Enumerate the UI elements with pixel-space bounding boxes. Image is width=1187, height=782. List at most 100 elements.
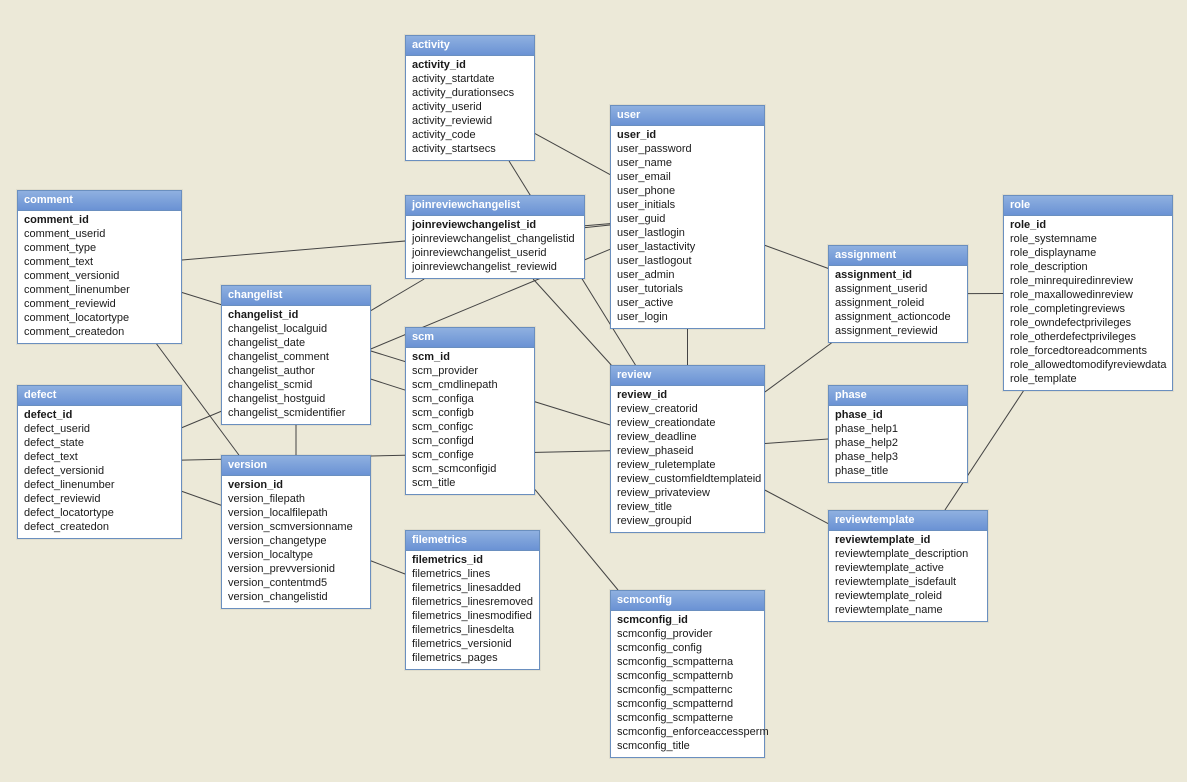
edge — [182, 491, 221, 505]
field: assignment_roleid — [835, 296, 961, 310]
field: role_systemname — [1010, 232, 1166, 246]
table-title: defect — [18, 386, 181, 406]
field: assignment_id — [835, 268, 961, 282]
field: review_ruletemplate — [617, 458, 758, 472]
field: filemetrics_lines — [412, 567, 533, 581]
field: user_id — [617, 128, 758, 142]
table-filemetrics[interactable]: filemetricsfilemetrics_idfilemetrics_lin… — [405, 530, 540, 670]
edge — [533, 279, 611, 365]
field: filemetrics_linesdelta — [412, 623, 533, 637]
edge — [535, 134, 610, 175]
field-list: assignment_idassignment_useridassignment… — [829, 266, 967, 342]
table-user[interactable]: useruser_iduser_passworduser_nameuser_em… — [610, 105, 765, 329]
table-title: scm — [406, 328, 534, 348]
field: filemetrics_id — [412, 553, 533, 567]
table-version[interactable]: versionversion_idversion_filepathversion… — [221, 455, 371, 609]
field: scmconfig_scmpatterne — [617, 711, 758, 725]
field: scmconfig_scmpatternb — [617, 669, 758, 683]
field: review_customfieldtemplateid — [617, 472, 758, 486]
field: user_tutorials — [617, 282, 758, 296]
table-defect[interactable]: defectdefect_iddefect_useriddefect_state… — [17, 385, 182, 539]
table-title: phase — [829, 386, 967, 406]
field: role_completingreviews — [1010, 302, 1166, 316]
field: phase_id — [835, 408, 961, 422]
field: review_phaseid — [617, 444, 758, 458]
field: defect_text — [24, 450, 175, 464]
field: defect_reviewid — [24, 492, 175, 506]
field-list: comment_idcomment_useridcomment_typecomm… — [18, 211, 181, 343]
field: joinreviewchangelist_id — [412, 218, 578, 232]
field: scmconfig_title — [617, 739, 758, 753]
table-changelist[interactable]: changelistchangelist_idchangelist_localg… — [221, 285, 371, 425]
field-list: changelist_idchangelist_localguidchangel… — [222, 306, 370, 424]
field: changelist_id — [228, 308, 364, 322]
field: review_creationdate — [617, 416, 758, 430]
table-scmconfig[interactable]: scmconfigscmconfig_idscmconfig_providers… — [610, 590, 765, 758]
field: activity_durationsecs — [412, 86, 528, 100]
field: version_changelistid — [228, 590, 364, 604]
table-role[interactable]: rolerole_idrole_systemnamerole_displayna… — [1003, 195, 1173, 391]
field: filemetrics_linesadded — [412, 581, 533, 595]
field: reviewtemplate_description — [835, 547, 981, 561]
field: comment_id — [24, 213, 175, 227]
field-list: filemetrics_idfilemetrics_linesfilemetri… — [406, 551, 539, 669]
edge — [371, 379, 405, 390]
field: scm_confige — [412, 448, 528, 462]
field: user_active — [617, 296, 758, 310]
field-list: joinreviewchangelist_id joinreviewchangel… — [406, 216, 584, 278]
field: filemetrics_linesmodified — [412, 609, 533, 623]
field: comment_type — [24, 241, 175, 255]
field: phase_help1 — [835, 422, 961, 436]
field: scmconfig_scmpatternc — [617, 683, 758, 697]
field: user_guid — [617, 212, 758, 226]
field: comment_createdon — [24, 325, 175, 339]
field: activity_id — [412, 58, 528, 72]
field-list: reviewtemplate_idreviewtemplate_descript… — [829, 531, 987, 621]
field: filemetrics_linesremoved — [412, 595, 533, 609]
field-list: scm_idscm_providerscm_cmdlinepath scm_con… — [406, 348, 534, 494]
field: reviewtemplate_isdefault — [835, 575, 981, 589]
field-list: review_idreview_creatoridreview_creation… — [611, 386, 764, 532]
table-scm[interactable]: scmscm_idscm_providerscm_cmdlinepathscm_… — [405, 327, 535, 495]
edge — [765, 439, 828, 443]
table-title: activity — [406, 36, 534, 56]
field: scmconfig_provider — [617, 627, 758, 641]
table-comment[interactable]: commentcomment_idcomment_useridcomment_t… — [17, 190, 182, 344]
field: changelist_scmid — [228, 378, 364, 392]
field: scm_provider — [412, 364, 528, 378]
field: scm_configc — [412, 420, 528, 434]
field: review_privateview — [617, 486, 758, 500]
field: assignment_actioncode — [835, 310, 961, 324]
field: review_id — [617, 388, 758, 402]
table-review[interactable]: reviewreview_idreview_creatoridreview_cr… — [610, 365, 765, 533]
field: version_contentmd5 — [228, 576, 364, 590]
field: scm_scmconfigid — [412, 462, 528, 476]
field-list: scmconfig_idscmconfig_providerscmconfig_… — [611, 611, 764, 757]
field: scm_id — [412, 350, 528, 364]
table-joinreviewchangelist[interactable]: joinreviewchangelistjoinreviewchangelist… — [405, 195, 585, 279]
field: comment_locatortype — [24, 311, 175, 325]
field: version_prevversionid — [228, 562, 364, 576]
field: role_template — [1010, 372, 1166, 386]
field: review_groupid — [617, 514, 758, 528]
field: user_initials — [617, 198, 758, 212]
table-activity[interactable]: activityactivity_idactivity_startdateact… — [405, 35, 535, 161]
edge-selfloop — [207, 509, 221, 555]
field-list: role_idrole_systemnamerole_displaynamero… — [1004, 216, 1172, 390]
field: changelist_author — [228, 364, 364, 378]
table-phase[interactable]: phasephase_idphase_help1phase_help2phase… — [828, 385, 968, 483]
field: role_displayname — [1010, 246, 1166, 260]
table-title: role — [1004, 196, 1172, 216]
field: user_name — [617, 156, 758, 170]
table-reviewtemplate[interactable]: reviewtemplatereviewtemplate_idreviewtem… — [828, 510, 988, 622]
field: version_scmversionname — [228, 520, 364, 534]
field: joinreviewchangelist_userid — [412, 246, 578, 260]
table-assignment[interactable]: assignmentassignment_idassignment_userid… — [828, 245, 968, 343]
table-title: filemetrics — [406, 531, 539, 551]
field: scmconfig_config — [617, 641, 758, 655]
field: phase_help2 — [835, 436, 961, 450]
field: scm_cmdlinepath — [412, 378, 528, 392]
edge — [535, 490, 618, 590]
field: assignment_userid — [835, 282, 961, 296]
field: scmconfig_id — [617, 613, 758, 627]
